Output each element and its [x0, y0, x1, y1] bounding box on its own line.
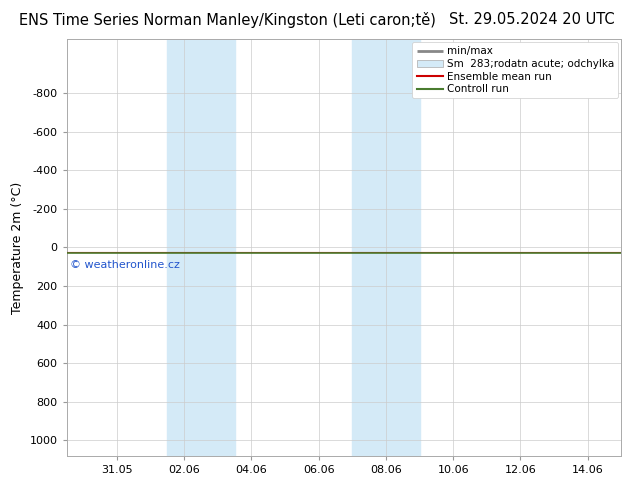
Y-axis label: Temperature 2m (°C): Temperature 2m (°C) — [11, 181, 24, 314]
Text: St. 29.05.2024 20 UTC: St. 29.05.2024 20 UTC — [450, 12, 615, 27]
Bar — [353, 39, 420, 456]
Text: © weatheronline.cz: © weatheronline.cz — [70, 260, 180, 270]
Bar — [167, 39, 235, 456]
Legend: min/max, Sm  283;rodatn acute; odchylka, Ensemble mean run, Controll run: min/max, Sm 283;rodatn acute; odchylka, … — [412, 42, 618, 98]
Text: ENS Time Series Norman Manley/Kingston (Leti caron;tě): ENS Time Series Norman Manley/Kingston (… — [19, 12, 436, 27]
